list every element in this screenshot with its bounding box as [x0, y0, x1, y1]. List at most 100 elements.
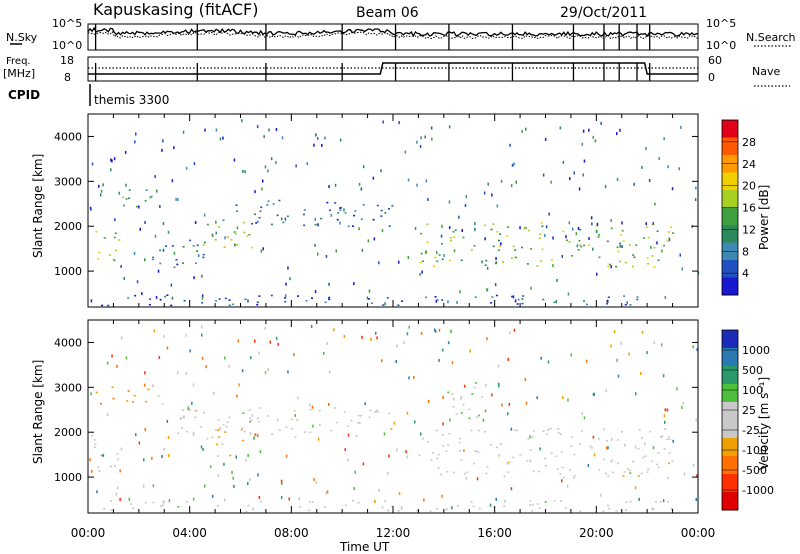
data-cell [453, 236, 455, 238]
data-cell [420, 432, 422, 436]
data-cell [600, 121, 602, 125]
data-cell [456, 505, 459, 507]
data-cell [328, 185, 330, 189]
data-cell [462, 236, 465, 239]
data-cell [438, 358, 440, 362]
data-cell [426, 441, 429, 443]
data-cell [504, 499, 506, 503]
data-cell [286, 215, 289, 218]
data-cell [679, 253, 681, 257]
data-cell [113, 465, 116, 467]
data-cell [323, 506, 326, 508]
data-cell [395, 360, 397, 363]
data-cell [582, 129, 585, 133]
data-cell [420, 232, 423, 235]
data-cell [596, 222, 599, 226]
data-cell [663, 448, 666, 450]
colorbar-tick-label: 100 [742, 384, 763, 397]
data-cell [582, 173, 584, 177]
data-cell [177, 371, 179, 375]
data-cell [125, 183, 127, 187]
data-cell [139, 227, 141, 231]
data-cell [114, 249, 117, 252]
data-cell [116, 364, 118, 368]
data-cell [228, 416, 231, 419]
power-yticks: 1000 2000 3000 4000 [54, 130, 698, 278]
data-cell [125, 356, 128, 360]
data-cell [509, 143, 511, 147]
data-cell [330, 429, 333, 432]
data-cell [446, 471, 449, 473]
data-cell [177, 432, 180, 435]
data-cell [658, 157, 660, 161]
data-cell [621, 221, 623, 225]
data-cell [288, 497, 290, 501]
data-cell [495, 257, 497, 260]
data-cell [662, 374, 665, 378]
data-cell [566, 484, 569, 488]
data-cell [419, 262, 422, 264]
data-cell [369, 409, 372, 412]
colorbar-tick-label: 12 [742, 223, 756, 236]
data-cell [262, 247, 264, 251]
data-cell [246, 235, 249, 237]
data-cell [538, 237, 541, 240]
data-cell [344, 212, 347, 214]
data-cell [476, 477, 479, 481]
data-cell [362, 462, 365, 466]
velocity-colorbar [721, 329, 739, 511]
data-cell [382, 120, 384, 124]
data-cell [495, 497, 497, 501]
data-cell [143, 383, 146, 387]
data-cell [542, 298, 545, 301]
data-cell [575, 232, 578, 236]
data-cell [655, 501, 658, 503]
data-cell [499, 233, 502, 235]
data-cell [173, 251, 176, 255]
colorbar-swatch [722, 330, 738, 349]
data-cell [251, 222, 253, 225]
data-cell [280, 217, 283, 221]
colorbar-tick-label: -100 [742, 444, 767, 457]
data-cell [256, 417, 259, 419]
data-cell [453, 471, 456, 474]
data-cell [253, 436, 255, 440]
data-cell [111, 159, 113, 163]
data-cell [434, 296, 437, 298]
data-cell [560, 450, 563, 453]
data-cell [154, 175, 156, 179]
data-cell [381, 359, 383, 363]
data-cell [478, 429, 481, 432]
data-cell [396, 344, 398, 348]
noise-traces [87, 24, 699, 50]
data-cell [526, 263, 529, 265]
freq-left-tick-top: 18 [60, 54, 74, 67]
data-cell [361, 248, 364, 252]
data-cell [625, 509, 628, 511]
data-cell [640, 472, 643, 475]
data-cell [367, 239, 370, 243]
data-cell [557, 428, 560, 430]
data-cell [376, 204, 379, 207]
data-cell [431, 137, 433, 141]
data-cell [100, 402, 103, 405]
data-cell [387, 471, 389, 475]
data-cell [607, 504, 609, 507]
data-cell [343, 410, 346, 413]
data-cell [336, 218, 339, 221]
colorbar-swatch [722, 348, 738, 367]
station-title: Kapuskasing (fitACF) [93, 0, 258, 19]
data-cell [280, 496, 283, 500]
data-cell [512, 456, 515, 459]
data-cell [627, 468, 629, 470]
data-cell [470, 248, 473, 251]
data-cell [608, 507, 611, 510]
data-cell [368, 289, 371, 293]
data-cell [232, 303, 235, 306]
data-cell [215, 443, 218, 446]
data-cell [161, 504, 164, 507]
data-cell [683, 472, 686, 476]
data-cell [193, 162, 196, 166]
data-cell [189, 239, 192, 242]
